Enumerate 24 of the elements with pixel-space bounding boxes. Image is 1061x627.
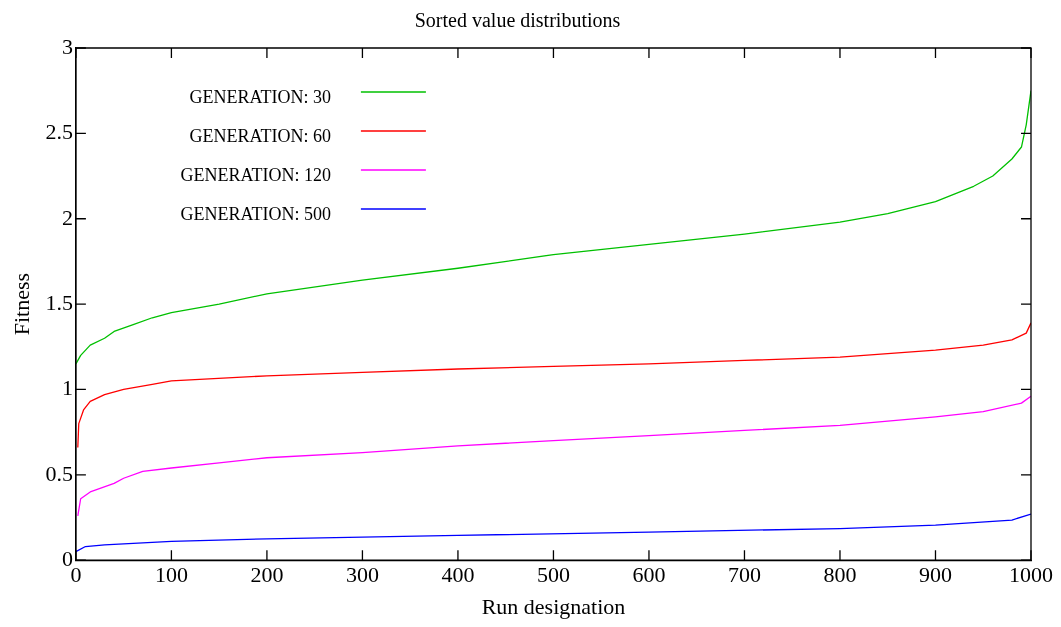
y-tick-label: 2 [61,204,73,230]
legend-label: GENERATION: 60 [189,125,331,146]
y-tick-label: 0 [61,545,73,571]
x-tick-label: 400 [441,562,475,588]
x-axis-title: Run designation [481,593,626,619]
x-tick-label: 200 [250,562,284,588]
legend-label: GENERATION: 120 [180,164,331,185]
y-tick-label: 3 [61,33,73,59]
x-tick-label: 300 [345,562,379,588]
x-tick-label: 800 [823,562,857,588]
y-tick-label: 1 [61,375,73,401]
chart-title: Sorted value distributions [414,9,621,32]
x-tick-label: 700 [727,562,761,588]
legend-label: GENERATION: 500 [180,203,331,224]
x-tick-label: 500 [536,562,570,588]
x-tick-label: 600 [632,562,666,588]
y-tick-label: 2.5 [45,119,73,145]
x-tick-label: 1000 [1009,562,1053,588]
legend-label: GENERATION: 30 [189,86,331,107]
x-tick-label: 900 [918,562,952,588]
y-tick-label: 0.5 [45,460,73,486]
y-axis-title: Fitness [8,272,34,336]
x-tick-label: 100 [154,562,188,588]
y-tick-label: 1.5 [45,289,73,315]
